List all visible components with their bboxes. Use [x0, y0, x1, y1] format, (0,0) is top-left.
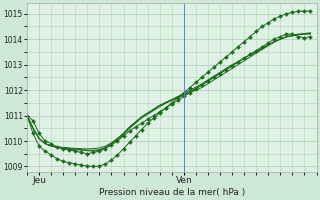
X-axis label: Pression niveau de la mer( hPa ): Pression niveau de la mer( hPa ) — [99, 188, 245, 197]
